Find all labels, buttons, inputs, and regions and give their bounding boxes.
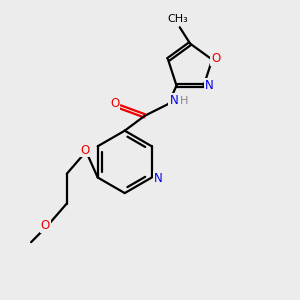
Text: H: H <box>180 96 188 106</box>
Text: O: O <box>110 98 120 110</box>
Text: O: O <box>211 52 220 64</box>
Text: O: O <box>40 219 50 232</box>
Text: O: O <box>80 143 89 157</box>
Text: CH₃: CH₃ <box>168 14 189 24</box>
Text: N: N <box>154 172 163 184</box>
Text: N: N <box>205 79 214 92</box>
Text: N: N <box>169 94 178 107</box>
